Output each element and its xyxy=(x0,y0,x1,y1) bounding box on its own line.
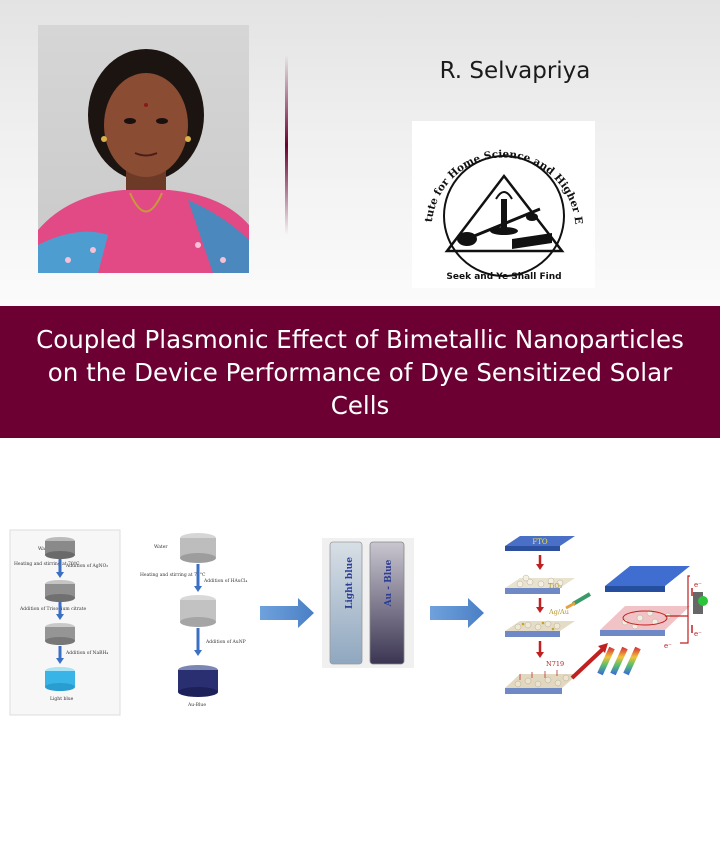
synthesis-panel-ag: Water Heating and stirring at 70°C Addit… xyxy=(9,529,121,716)
cuvette-label-lightblue: Light blue xyxy=(345,557,355,609)
panel2-label-water: Water xyxy=(154,544,168,550)
vertical-divider xyxy=(285,55,288,235)
header-section: R. Selvapriya Avinashilingam Institute f… xyxy=(0,0,720,306)
cuvette-photo: Light blue Au - Blue xyxy=(322,538,414,668)
panel2-label-haucl4: Addition of HAuCl₄ xyxy=(203,578,247,584)
author-name: R. Selvapriya xyxy=(439,58,591,84)
title-banner: Coupled Plasmonic Effect of Bimetallic N… xyxy=(0,306,720,438)
panel2-label-aublue: Au-Blue xyxy=(187,702,206,708)
electron-label-top: e⁻ xyxy=(694,581,702,589)
graphical-abstract: Water Heating and stirring at 70°C Addit… xyxy=(0,438,720,863)
graphical-abstract-figure: Water Heating and stirring at 70°C Addit… xyxy=(9,529,708,716)
dssc-layer-stack: FTO TiO₂ Ag/Au xyxy=(505,536,592,694)
author-portrait-image xyxy=(38,49,249,273)
layer-label-tio2: TiO₂ xyxy=(548,582,563,590)
svg-text:Avinashilingam Institute for H: Avinashilingam Institute for Home Scienc… xyxy=(412,121,584,225)
assembled-dssc-device: e⁻ e⁻ e⁻ xyxy=(597,566,708,676)
panel1-label-nabh4: Addition of NaBH₄ xyxy=(65,650,108,656)
svg-text:Seek and Ye Shall Find: Seek and Ye Shall Find xyxy=(446,272,561,282)
synthesis-panel-au: Water Heating and stirring at 70°C Addit… xyxy=(140,533,247,708)
panel2-label-aunp: Addition of AuNP xyxy=(205,639,246,645)
author-photo xyxy=(38,25,249,273)
layer-label-n719: N719 xyxy=(546,660,564,668)
panel1-label-agno3: Addition of AgNO₃ xyxy=(65,563,108,569)
layer-label-fto: FTO xyxy=(532,538,548,546)
cuvette-label-aublue: Au - Blue xyxy=(384,559,394,607)
assembly-arrow xyxy=(598,643,608,653)
institution-emblem: Avinashilingam Institute for Home Scienc… xyxy=(406,112,585,282)
flow-arrow-1 xyxy=(260,598,314,628)
panel1-label-lightblue: Light blue xyxy=(50,696,74,702)
electron-label-bottom: e⁻ xyxy=(664,642,672,650)
flow-arrow-2 xyxy=(430,598,484,628)
paper-title: Coupled Plasmonic Effect of Bimetallic N… xyxy=(36,324,684,420)
layer-label-agau: Ag/Au xyxy=(548,608,569,616)
institution-logo: Avinashilingam Institute for Home Scienc… xyxy=(406,112,595,288)
electron-label-right: e⁻ xyxy=(694,630,702,638)
panel2-label-heating: Heating and stirring at 70°C xyxy=(140,572,206,578)
panel1-label-citrate: Addition of Trisodium citrate xyxy=(19,606,86,612)
panel1-label-heating: Heating and stirring at 70°C xyxy=(14,561,80,567)
